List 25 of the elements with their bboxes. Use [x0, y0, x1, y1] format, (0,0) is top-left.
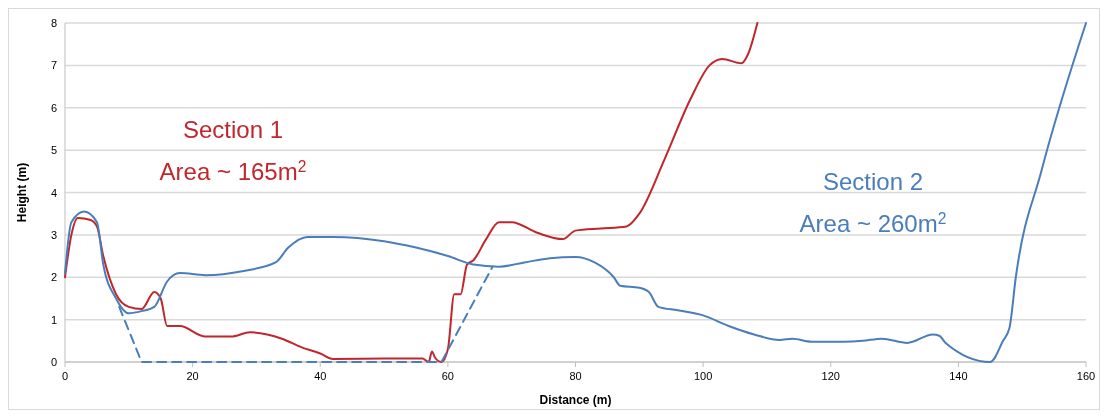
y-tick-label: 3 [50, 228, 57, 241]
x-tick-label: 100 [693, 370, 713, 382]
x-tick-label: 160 [1076, 370, 1096, 382]
y-tick-label: 2 [50, 271, 57, 284]
y-tick-label: 6 [50, 101, 57, 114]
x-tick-label: 120 [821, 370, 840, 382]
x-tick-label: 40 [314, 370, 327, 382]
y-tick-label: 1 [50, 313, 57, 326]
line-series [64, 22, 759, 363]
y-tick-label: 7 [50, 59, 57, 72]
x-tick-label: 60 [441, 370, 454, 382]
annotation: Area ~ 165m$^{2}$ [159, 157, 307, 185]
annotation: Area ~ 260m$^{2}$ [799, 209, 947, 237]
x-tick-label: 20 [186, 370, 199, 382]
x-axis-title: Distance (m) [539, 393, 612, 407]
y-tick-label: 8 [50, 17, 57, 29]
x-tick-label: 80 [569, 370, 582, 382]
x-tick-label: 140 [949, 370, 968, 382]
y-tick-label: 0 [50, 356, 57, 368]
text: Section 2 [822, 168, 924, 195]
y-tick-label: 4 [50, 186, 57, 199]
y-axis-title: Height (m) [15, 162, 29, 223]
y-tick-label: 5 [50, 144, 57, 157]
x-tick-label: 0 [61, 370, 69, 382]
text: Section 1 [182, 116, 284, 143]
